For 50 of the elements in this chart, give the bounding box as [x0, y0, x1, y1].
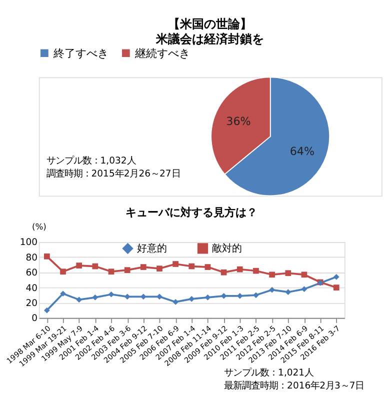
point: [156, 294, 162, 300]
y-tick-label: 20: [26, 298, 38, 309]
point: [76, 296, 82, 303]
point: [60, 268, 66, 275]
point: [124, 267, 130, 274]
point: [172, 261, 178, 267]
point: [220, 269, 227, 276]
legend-label: 敵対的: [212, 242, 242, 254]
point: [188, 263, 195, 270]
chart-title: 【米国の世論】: [168, 17, 252, 32]
y-tick-label: 0: [32, 313, 38, 324]
point: [204, 264, 211, 270]
point: [108, 268, 114, 275]
point: [269, 286, 275, 293]
text: サンプル数：1,021人: [224, 367, 314, 378]
point: [285, 289, 292, 296]
y-tick-label: 40: [26, 282, 38, 294]
data-label: 36%: [226, 115, 251, 128]
legend-label: 継続すべき: [134, 46, 190, 60]
point: [44, 307, 50, 314]
point: [253, 292, 259, 298]
point: [236, 266, 243, 272]
y-axis-title: (%): [32, 222, 46, 232]
point: [333, 284, 340, 290]
y-tick-label: 100: [20, 237, 38, 248]
point: [92, 294, 98, 300]
point: [301, 286, 308, 292]
chart-subtitle: 米議会は経済封鎖を: [155, 32, 264, 46]
legend-label: 終了すべき: [52, 46, 109, 60]
point: [76, 262, 82, 268]
y-tick-label: 60: [26, 268, 38, 279]
legend-label: 好意的: [137, 242, 168, 254]
point: [92, 263, 98, 270]
text: サンプル数：1,032人: [46, 155, 136, 166]
point: [108, 291, 114, 298]
data-label: 64%: [290, 145, 315, 158]
point: [269, 272, 275, 278]
chart-title: キューバに対する見方は？: [126, 206, 258, 220]
text: 最新調査時期：2016年2月3～7日: [224, 380, 364, 392]
point: [156, 266, 162, 272]
point: [333, 274, 340, 280]
point: [301, 272, 308, 278]
point: [172, 299, 178, 305]
point: [60, 290, 66, 297]
point: [285, 270, 292, 276]
point: [44, 253, 50, 260]
y-tick-label: 80: [26, 252, 38, 264]
text: 調査時期：2015年2月26～27日: [46, 168, 180, 180]
point: [140, 264, 146, 270]
point: [253, 268, 259, 274]
